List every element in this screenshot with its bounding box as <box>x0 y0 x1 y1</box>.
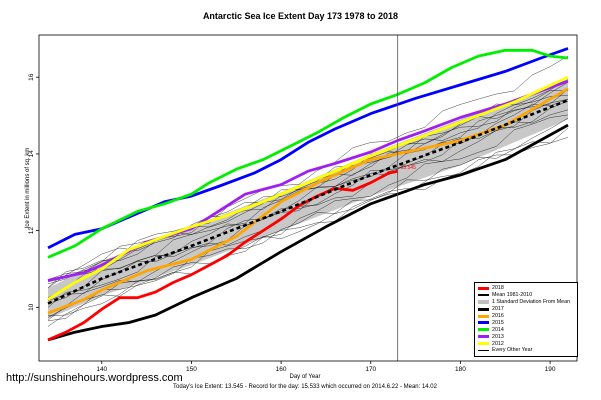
legend-entry-mean: Mean 1981-2010 <box>478 292 574 299</box>
legend-entry-2013: 2013 <box>478 333 574 340</box>
series-line-other-year <box>47 137 569 327</box>
legend-entry-2012: 2012 <box>478 340 574 347</box>
legend-label: Mean 1981-2010 <box>492 292 533 299</box>
legend-swatch <box>478 307 489 311</box>
legend-label: 2012 <box>492 340 504 347</box>
legend-label: 2018 <box>492 285 504 292</box>
series-line-other-year <box>47 117 569 316</box>
legend-swatch <box>478 314 489 318</box>
series-line-other-year <box>47 109 569 321</box>
legend-swatch <box>478 286 489 290</box>
y-axis-label: Ice Extent in millions of sq. km <box>25 147 31 229</box>
legend-label: Every Other Year <box>492 347 533 354</box>
series-line-other-year <box>47 127 569 318</box>
series-line-2014 <box>47 48 569 259</box>
x-tick-label: 140 <box>96 366 107 373</box>
series-line-other-year <box>47 55 569 280</box>
legend-label: 2016 <box>492 313 504 319</box>
watermark-url: http://sunshinehours.wordpress.com <box>6 372 183 384</box>
y-tick-label: 10 <box>28 303 35 311</box>
current-day-value-label: 13.545 <box>401 165 417 171</box>
legend-swatch <box>478 321 489 325</box>
x-tick-label: 170 <box>365 366 376 373</box>
legend-label: 2013 <box>492 333 504 340</box>
series-line-2018 <box>47 169 398 342</box>
x-tick-label: 150 <box>186 366 197 373</box>
legend-entry-2018: 2018 <box>478 285 574 292</box>
legend-swatch <box>478 342 489 346</box>
x-tick-label: 160 <box>276 366 287 373</box>
chart-legend: 2018 Mean 1981-2010 1 Standard Deviation… <box>474 282 578 357</box>
legend-entry-std: 1 Standard Deviation From Mean <box>478 299 574 306</box>
series-line-other-year <box>47 98 569 302</box>
footer-stats: Today's Ice Extent: 13.545 - Record for … <box>173 384 437 390</box>
chart-title: Antarctic Sea Ice Extent Day 173 1978 to… <box>202 11 399 21</box>
x-tick-label: 180 <box>455 366 466 373</box>
legend-entry-2015: 2015 <box>478 319 574 326</box>
series-line-2016 <box>47 87 569 315</box>
legend-entry-2016: 2016 <box>478 313 574 320</box>
legend-swatch <box>478 349 489 351</box>
legend-label: 2014 <box>492 326 504 333</box>
legend-entry-other: Every Other Year <box>478 347 574 354</box>
legend-swatch <box>478 294 489 297</box>
legend-entry-2017: 2017 <box>478 306 574 313</box>
legend-swatch <box>478 328 489 332</box>
x-axis-label: Day of Year <box>289 374 321 380</box>
legend-label: 1 Standard Deviation From Mean <box>492 299 571 306</box>
y-tick-label: 12 <box>28 227 35 235</box>
y-tick-label: 16 <box>28 73 35 81</box>
legend-swatch <box>478 300 489 305</box>
legend-label: 2017 <box>492 306 504 313</box>
plot-frame <box>38 34 578 362</box>
legend-entry-2014: 2014 <box>478 326 574 333</box>
series-line-other-year <box>47 114 569 322</box>
x-tick-label: 190 <box>545 366 556 373</box>
y-tick-label: 14 <box>28 150 35 158</box>
series-line-mean <box>47 98 569 305</box>
series-line-2012 <box>47 75 569 301</box>
legend-swatch <box>478 335 489 339</box>
series-line-2017 <box>47 123 569 342</box>
legend-label: 2015 <box>492 319 504 326</box>
